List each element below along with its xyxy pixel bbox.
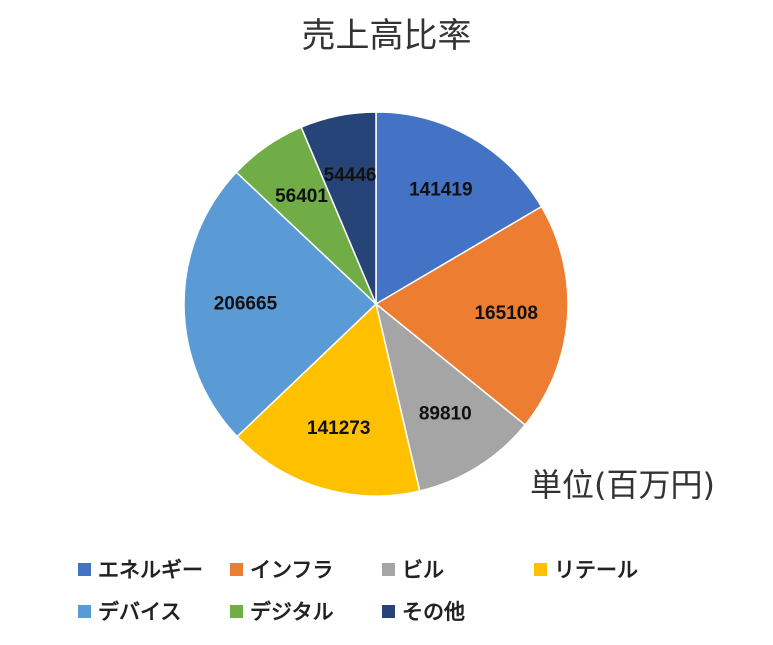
legend-item: エネルギー xyxy=(78,555,230,583)
legend-item: デバイス xyxy=(78,597,230,625)
pie-slice xyxy=(374,205,569,427)
pie-slice xyxy=(374,302,527,492)
legend-swatch xyxy=(382,562,395,576)
legend-item: インフラ xyxy=(230,555,382,583)
legend-item: デジタル xyxy=(230,597,382,625)
legend-label: ビル xyxy=(402,558,444,582)
legend-item: ビル xyxy=(382,555,534,583)
legend-swatch xyxy=(382,604,395,618)
legend-label: デジタル xyxy=(250,600,334,624)
legend-label: インフラ xyxy=(250,558,334,582)
legend-swatch xyxy=(534,562,547,576)
legend-swatch xyxy=(78,562,91,576)
legend: エネルギー インフラ ビル リテールデバイス デジタル その他 xyxy=(78,555,738,625)
unit-label: 単位(百万円) xyxy=(530,466,715,504)
data-label: 54446 xyxy=(324,165,377,186)
legend-label: リテール xyxy=(554,558,638,582)
pie-slice xyxy=(236,302,421,497)
legend-label: デバイス xyxy=(98,600,182,624)
pie-slice xyxy=(375,111,543,306)
legend-label: その他 xyxy=(402,600,465,624)
data-label: 141273 xyxy=(307,418,370,439)
legend-swatch xyxy=(230,562,243,576)
pie-slice xyxy=(183,171,378,438)
legend-swatch xyxy=(78,604,91,618)
pie-slice xyxy=(300,111,377,305)
legend-item: リテール xyxy=(534,555,694,583)
data-label: 56401 xyxy=(275,186,328,207)
legend-label: エネルギー xyxy=(98,558,203,582)
data-label: 165108 xyxy=(474,303,537,324)
data-label: 141419 xyxy=(409,180,472,201)
legend-item: その他 xyxy=(382,597,534,625)
data-label: 206665 xyxy=(214,293,278,314)
chart-title: 売上高比率 xyxy=(301,16,472,56)
legend-swatch xyxy=(230,604,243,618)
data-label: 89810 xyxy=(419,404,472,425)
